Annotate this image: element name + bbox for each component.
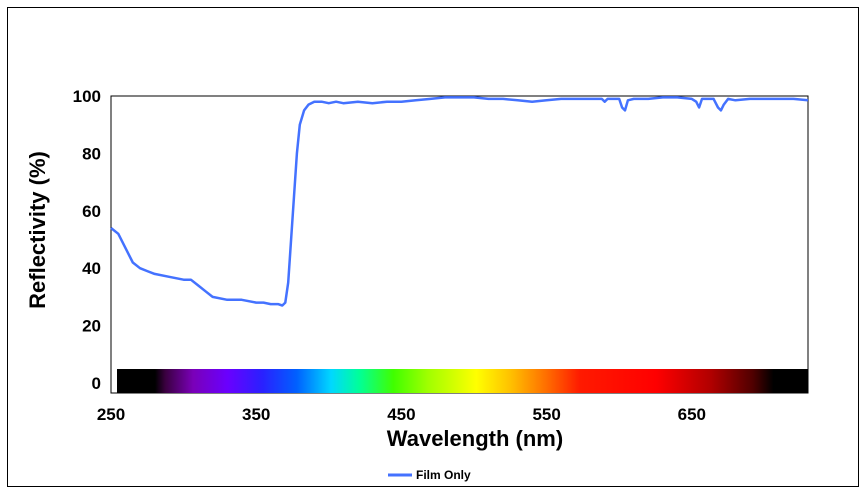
spectrum-bar [117, 369, 808, 393]
x-tick-label: 650 [678, 405, 706, 424]
y-axis-title: Reflectivity (%) [25, 151, 50, 309]
y-tick-label: 100 [73, 87, 101, 106]
x-tick-label: 250 [97, 405, 125, 424]
series-line-film-only [110, 96, 809, 307]
y-tick-label: 80 [82, 144, 101, 163]
plot-area [110, 95, 809, 394]
y-tick-label: 20 [82, 317, 101, 336]
x-tick-label: 550 [532, 405, 560, 424]
legend-label-film-only: Film Only [416, 468, 471, 482]
legend: Film Only [388, 468, 471, 482]
x-tick-label: 350 [242, 405, 270, 424]
y-tick-label: 40 [82, 259, 101, 278]
y-tick-label: 60 [82, 202, 101, 221]
y-tick-label: 0 [92, 374, 101, 393]
plot-border [110, 95, 809, 394]
x-axis-ticks: 250 350 450 550 650 [97, 405, 706, 424]
x-tick-label: 450 [387, 405, 415, 424]
y-axis-ticks: 0 20 40 60 80 100 [73, 87, 101, 393]
series-layer [110, 96, 809, 307]
x-axis-title: Wavelength (nm) [387, 426, 563, 451]
